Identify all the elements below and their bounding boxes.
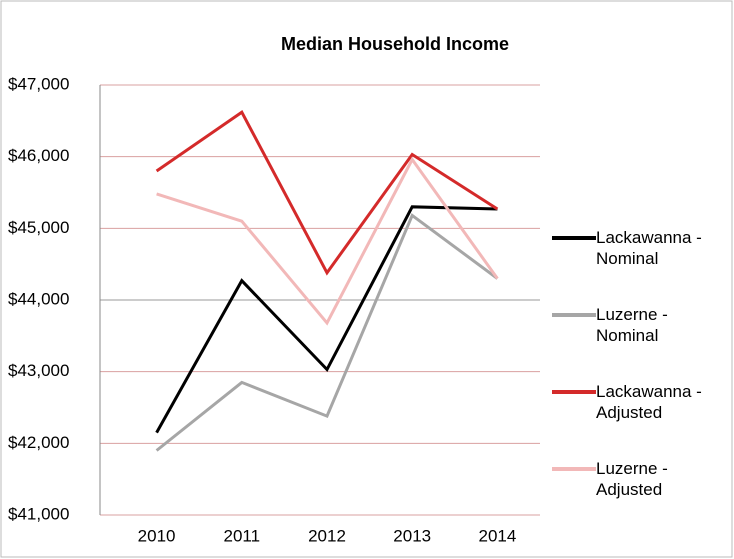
- legend-label: Luzerne - Adjusted: [596, 459, 668, 499]
- series-line: [156, 156, 499, 326]
- y-tick-label: $41,000: [8, 504, 69, 523]
- legend-label: Lackawanna - Adjusted: [596, 382, 702, 422]
- x-tick-label: 2011: [224, 526, 261, 545]
- series-line: [155, 213, 499, 452]
- y-tick-label: $43,000: [8, 361, 69, 380]
- x-tick-label: 2010: [138, 526, 176, 545]
- y-tick-label: $44,000: [8, 289, 69, 308]
- x-tick-label: 2014: [478, 526, 516, 545]
- series-line: [155, 205, 498, 434]
- y-tick-label: $46,000: [8, 146, 69, 165]
- y-tick-label: $45,000: [8, 218, 69, 237]
- series-line: [155, 110, 499, 276]
- legend-label: Luzerne - Nominal: [596, 305, 668, 345]
- y-tick-label: $42,000: [8, 433, 69, 452]
- y-tick-label: $47,000: [8, 74, 69, 93]
- x-tick-label: 2013: [393, 526, 431, 545]
- chart-title: Median Household Income: [281, 34, 509, 54]
- x-tick-label: 2012: [308, 526, 346, 545]
- legend-label: Lackawanna - Nominal: [596, 228, 702, 268]
